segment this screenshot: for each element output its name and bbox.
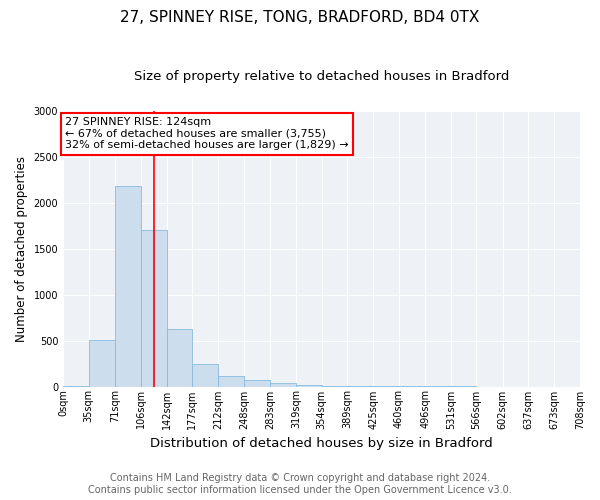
Bar [167, 328, 193, 386]
Title: Size of property relative to detached houses in Bradford: Size of property relative to detached ho… [134, 70, 509, 83]
Y-axis label: Number of detached properties: Number of detached properties [15, 156, 28, 342]
Bar [193, 364, 218, 386]
Text: 27, SPINNEY RISE, TONG, BRADFORD, BD4 0TX: 27, SPINNEY RISE, TONG, BRADFORD, BD4 0T… [121, 10, 479, 25]
Bar [244, 380, 270, 386]
Bar [89, 340, 115, 386]
X-axis label: Distribution of detached houses by size in Bradford: Distribution of detached houses by size … [150, 437, 493, 450]
Text: Contains HM Land Registry data © Crown copyright and database right 2024.
Contai: Contains HM Land Registry data © Crown c… [88, 474, 512, 495]
Bar [218, 376, 244, 386]
Bar [115, 186, 140, 386]
Bar [270, 383, 296, 386]
Bar [296, 384, 322, 386]
Bar [140, 230, 167, 386]
Text: 27 SPINNEY RISE: 124sqm
← 67% of detached houses are smaller (3,755)
32% of semi: 27 SPINNEY RISE: 124sqm ← 67% of detache… [65, 117, 349, 150]
